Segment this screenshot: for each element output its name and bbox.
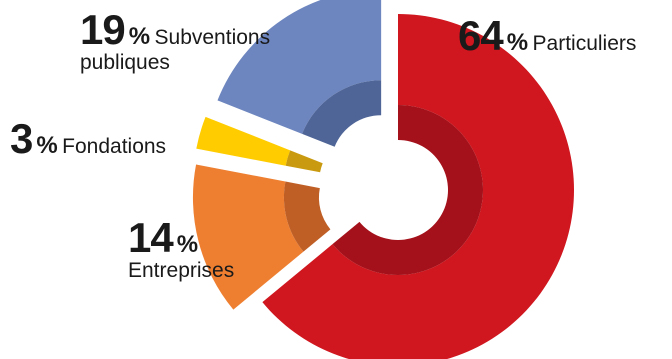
percent-sign: % [128, 23, 151, 50]
entreprises-value: 14 [128, 214, 174, 261]
subventions-name-line2: publiques [80, 51, 170, 75]
slice-fondations [196, 116, 323, 173]
entreprises-name: Entreprises [128, 259, 235, 283]
percent-sign: % [506, 29, 529, 56]
subventions-value: 19 [80, 6, 126, 53]
slice-inner-band [302, 80, 382, 147]
slice-outer-band [192, 164, 304, 310]
label-subventions: 19% Subventions publiques [80, 6, 271, 75]
slice-subventions-publiques [217, 0, 382, 147]
slice-outer-band [217, 0, 382, 134]
percent-sign: % [36, 132, 58, 159]
subventions-name-line1: Subventions [154, 26, 271, 49]
label-entreprises: 14% Entreprises [128, 214, 235, 283]
slice-inner-band [283, 181, 331, 252]
particuliers-value: 64 [458, 12, 504, 59]
label-particuliers: 64% Particuliers [458, 12, 637, 59]
fondations-name: Fondations [62, 135, 167, 158]
slice-inner-band [332, 105, 483, 275]
fondations-value: 3 [10, 115, 33, 162]
slice-outer-band [196, 116, 291, 166]
slice-entreprises [192, 164, 331, 310]
particuliers-name: Particuliers [532, 32, 637, 55]
slice-particuliers [262, 14, 574, 359]
percent-sign: % [176, 231, 199, 258]
label-fondations: 3% Fondations [10, 115, 167, 162]
slice-inner-band [285, 150, 323, 173]
slice-outer-band [262, 14, 574, 359]
